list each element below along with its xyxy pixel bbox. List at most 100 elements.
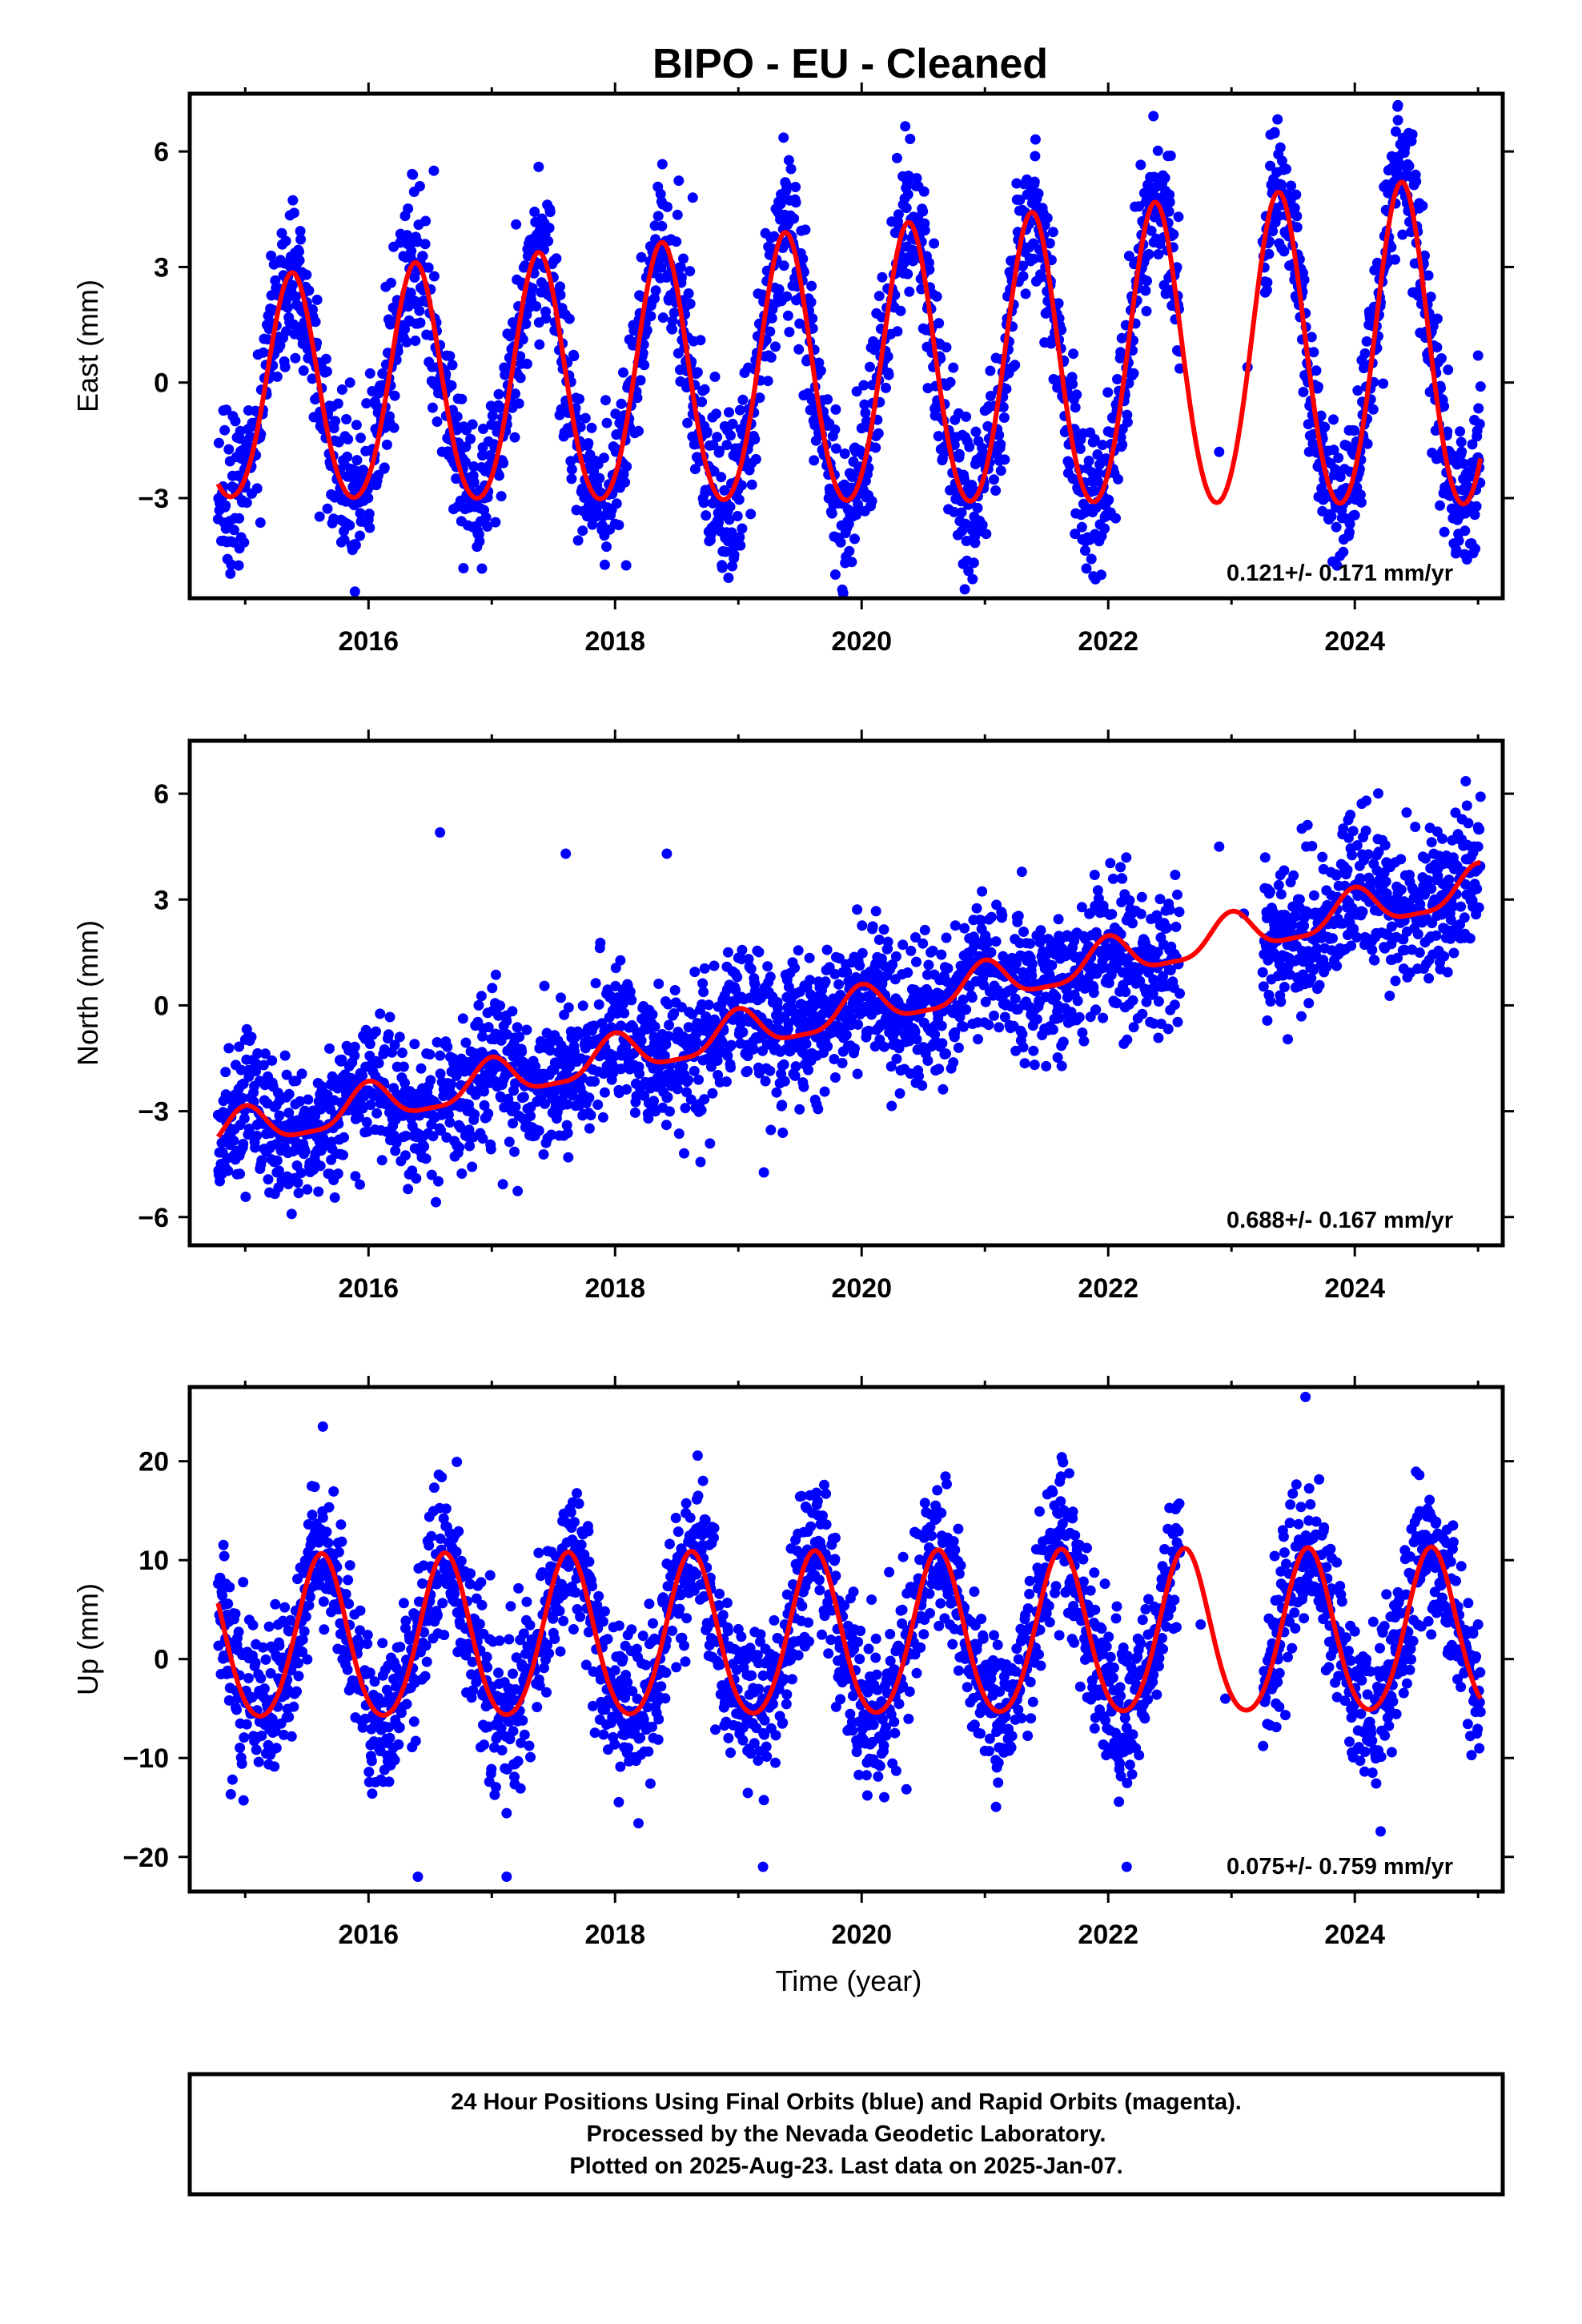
north-data-point (1360, 825, 1371, 836)
north-data-point (1390, 975, 1401, 987)
north-data-point (1367, 944, 1378, 955)
east-data-point (1275, 142, 1286, 153)
east-data-point (785, 163, 797, 175)
east-data-point (295, 234, 307, 245)
east-data-point (533, 161, 544, 172)
east-data-point (1328, 414, 1339, 425)
east-data-point (509, 432, 520, 443)
east-data-point (225, 568, 236, 579)
east-data-point (388, 422, 400, 433)
east-data-point (652, 211, 664, 222)
east-data-point (1298, 387, 1309, 397)
north-data-point (302, 1184, 313, 1195)
east-data-point (410, 336, 421, 346)
east-data-point (901, 203, 912, 214)
east-data-point (1141, 306, 1152, 316)
east-data-point (534, 339, 545, 350)
east-data-point (310, 316, 321, 328)
north-data-point (777, 1128, 789, 1138)
north-data-point (1029, 1059, 1040, 1071)
east-data-point (235, 425, 246, 436)
north-data-point (1347, 850, 1358, 861)
north-data-point (937, 1038, 948, 1049)
north-data-point (1331, 960, 1343, 971)
north-data-point (315, 1160, 326, 1172)
east-x-tick-label: 2022 (1078, 626, 1138, 657)
north-data-point (1074, 1011, 1085, 1023)
north-data-point (917, 938, 929, 949)
north-data-point (879, 1041, 889, 1052)
east-data-point (1326, 511, 1337, 522)
north-data-point (371, 1026, 381, 1037)
north-data-point (235, 1168, 246, 1180)
east-data-point (303, 285, 315, 296)
north-data-point (758, 1167, 769, 1178)
east-data-point (1407, 129, 1418, 140)
north-data-point (778, 1059, 789, 1070)
north-data-point (1347, 826, 1359, 837)
north-data-point (1373, 788, 1383, 799)
north-data-point (1307, 841, 1318, 851)
north-data-point (1174, 907, 1185, 918)
north-data-point (1122, 1034, 1133, 1045)
east-data-point (1033, 188, 1044, 199)
east-data-point (529, 207, 540, 217)
east-data-point (414, 181, 425, 191)
north-data-point (661, 1120, 672, 1131)
east-data-point (765, 352, 777, 363)
north-data-point (419, 1141, 430, 1152)
east-data-point (990, 485, 1002, 496)
east-data-point (295, 226, 306, 237)
east-data-point (1142, 275, 1152, 287)
east-data-point (555, 289, 566, 300)
north-data-point (950, 920, 961, 931)
east-data-point (873, 291, 885, 302)
north-data-point (1380, 876, 1391, 887)
east-data-point (564, 313, 575, 324)
east-data-point (568, 351, 580, 362)
east-data-point (381, 439, 392, 450)
east-data-point (1076, 521, 1087, 533)
north-data-point (456, 1168, 468, 1179)
north-data-point (902, 967, 913, 978)
east-data-point (452, 411, 463, 422)
east-data-point (620, 476, 631, 488)
east-data-point (432, 416, 443, 427)
east-data-point (725, 501, 736, 513)
east-data-point (972, 502, 983, 513)
north-data-point (905, 945, 917, 956)
north-data-point (1072, 995, 1083, 1007)
east-data-point (918, 186, 930, 197)
east-data-point (219, 424, 231, 436)
north-data-point (794, 1104, 805, 1115)
north-data-point (1327, 933, 1338, 944)
east-data-point (671, 236, 682, 247)
east-data-point (1080, 545, 1090, 556)
east-data-point (276, 227, 287, 239)
north-data-point (533, 1125, 544, 1136)
east-data-point (657, 312, 669, 324)
east-data-point (478, 424, 488, 434)
east-data-point (456, 393, 468, 404)
north-data-point (1379, 839, 1391, 850)
north-data-point (994, 1022, 1005, 1033)
north-data-point (1288, 870, 1299, 881)
north-data-point (490, 969, 501, 980)
north-data-point (431, 1196, 441, 1208)
north-data-point (773, 1003, 783, 1014)
east-data-point (934, 318, 945, 329)
north-data-point (1127, 918, 1138, 929)
north-data-point (286, 1208, 297, 1220)
east-data-point (551, 253, 562, 264)
east-data-point (420, 239, 431, 250)
east-data-point (716, 472, 727, 483)
north-data-point (538, 1149, 549, 1160)
east-data-point (1472, 350, 1484, 361)
east-data-point (902, 189, 913, 200)
north-data-point (771, 1087, 782, 1098)
north-y-tick-label: −6 (138, 1203, 169, 1233)
north-data-point (433, 1176, 444, 1187)
north-data-point (732, 971, 743, 983)
north-data-point (403, 1184, 414, 1195)
east-data-point (1331, 521, 1342, 533)
